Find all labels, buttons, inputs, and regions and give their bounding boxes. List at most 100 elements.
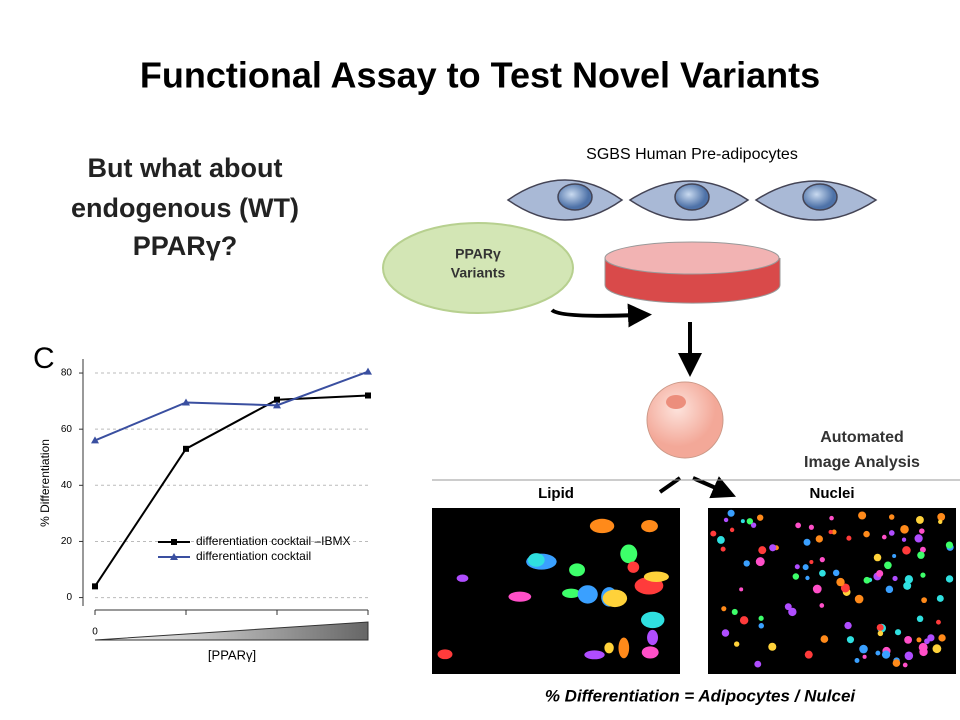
nucleus-dot — [755, 557, 765, 567]
lipid-blob — [643, 571, 669, 582]
point — [183, 445, 189, 452]
lipid-blob — [508, 591, 532, 602]
nucleus-dot — [921, 597, 927, 604]
nucleus-dot — [902, 546, 911, 555]
nucleus-dot — [918, 642, 928, 652]
adipocyte — [646, 381, 724, 459]
analysis-label: Image Analysis — [804, 454, 920, 471]
nucleus-dot — [937, 513, 946, 521]
nuclei-label: Nuclei — [809, 485, 854, 502]
nucleus-dot — [829, 515, 834, 521]
nucleus-dot — [903, 581, 912, 590]
nucleus-dot — [758, 615, 764, 621]
nucleus-dot — [836, 577, 845, 587]
nucleus-dot — [858, 511, 867, 520]
nucleus-dot — [758, 546, 767, 555]
nucleus-dot — [932, 644, 942, 654]
legend-label: differentiation cocktail –IBMX — [196, 534, 351, 548]
gradient-wedge — [94, 621, 369, 641]
nucleus-dot — [769, 544, 777, 552]
nucleus-dot — [854, 658, 860, 664]
nucleus-dot — [938, 519, 943, 525]
variants-label: Variants — [451, 265, 506, 281]
nucleus-dot — [723, 517, 729, 523]
nucleus-dot — [863, 530, 870, 538]
nucleus-dot — [808, 524, 814, 530]
nucleus-dot — [904, 635, 913, 644]
nucleus-dot — [721, 629, 730, 637]
nucleus-dot — [892, 659, 901, 667]
nucleus-dot — [815, 535, 823, 543]
point — [92, 583, 98, 590]
nucleus-dot — [819, 556, 825, 563]
nucleus-dot — [876, 623, 884, 631]
y-tick-label: 80 — [61, 368, 73, 379]
lipid-blob — [584, 650, 605, 660]
lipid-blob — [627, 561, 640, 573]
series-line — [94, 394, 369, 587]
nucleus-dot — [881, 534, 887, 540]
question-line: But what about — [88, 153, 283, 183]
nucleus-dot — [919, 528, 925, 534]
nucleus-dot — [888, 514, 895, 520]
nucleus-dot — [884, 561, 892, 570]
point — [91, 436, 99, 444]
nucleus-dot — [914, 534, 923, 543]
nucleus-dot — [924, 638, 930, 645]
nucleus-dot — [721, 606, 727, 612]
nucleus-dot — [795, 522, 802, 529]
nucleus-dot — [902, 662, 908, 668]
question-line: PPARγ? — [133, 231, 238, 261]
question-line: endogenous (WT) — [71, 193, 299, 223]
nucleus-dot — [739, 616, 749, 625]
point — [273, 401, 281, 409]
arrow — [550, 303, 652, 328]
cells-label: SGBS Human Pre-adipocytes — [586, 146, 798, 163]
nuclei-image — [708, 508, 956, 674]
nucleus-dot — [743, 560, 750, 567]
nucleus-dot — [881, 650, 891, 659]
analysis-label: Automated — [820, 429, 904, 446]
nucleus-dot — [916, 637, 922, 643]
lipid-blob — [640, 611, 665, 629]
nucleus-dot — [900, 525, 909, 534]
nucleus-dot — [885, 585, 894, 594]
nucleus-dot — [720, 546, 726, 552]
x-axis-label: [PPARγ] — [208, 647, 256, 662]
lipid-blob — [577, 585, 598, 604]
nucleus-dot — [746, 518, 754, 525]
nucleus-dot — [892, 553, 897, 558]
nucleus-dot — [809, 560, 814, 565]
nucleus-dot — [875, 650, 881, 656]
nucleus-dot — [920, 572, 926, 578]
lipid-blob — [604, 642, 614, 654]
lipid-blob — [569, 563, 586, 577]
point — [274, 396, 280, 403]
nucleus-dot — [757, 514, 764, 521]
nucleus-dot — [901, 537, 907, 542]
nucleus-dot — [832, 569, 840, 577]
nucleus-dot — [831, 529, 837, 535]
panel-label: C — [33, 342, 55, 375]
point — [182, 398, 190, 406]
nucleus-dot — [854, 594, 864, 604]
lipid-label: Lipid — [538, 485, 574, 502]
y-tick-label: 0 — [66, 592, 72, 603]
nucleus-dot — [863, 576, 871, 584]
nucleus-dot — [731, 608, 738, 615]
nucleus-dot — [803, 538, 811, 546]
y-axis-label: % Differentiation — [38, 439, 52, 527]
nucleus-dot — [945, 575, 954, 583]
nucleus-dot — [804, 650, 813, 659]
nucleus-dot — [820, 635, 829, 643]
lipid-blob — [562, 588, 581, 599]
nucleus-dot — [920, 546, 926, 553]
lipid-blob — [602, 589, 628, 608]
nucleus-dot — [873, 553, 882, 562]
nucleus-dot — [904, 651, 914, 661]
point — [170, 553, 178, 560]
adipocyte-nucleus — [666, 395, 686, 409]
point — [365, 392, 371, 399]
nucleus-dot — [936, 594, 944, 602]
